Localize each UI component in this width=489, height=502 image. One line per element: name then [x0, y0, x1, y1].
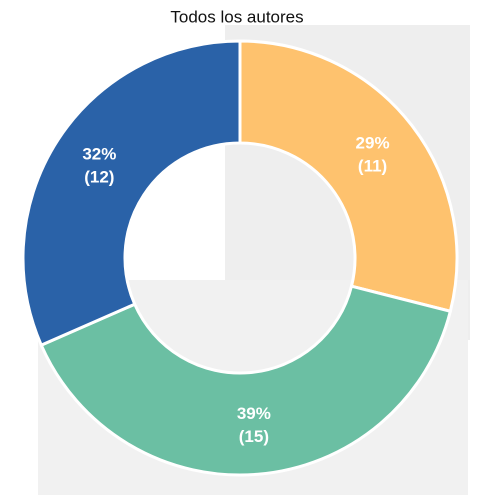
chart-title: Todos los autores: [170, 7, 303, 26]
value-label: (11): [358, 156, 387, 175]
value-label: (15): [239, 427, 269, 446]
donut-slice: [238, 39, 459, 314]
value-label: (12): [84, 168, 114, 187]
percent-label: 29%: [356, 133, 390, 152]
donut-slice: [39, 284, 453, 477]
donut-slice: [21, 39, 242, 348]
percent-label: 39%: [237, 404, 271, 423]
percent-label: 32%: [82, 145, 116, 164]
